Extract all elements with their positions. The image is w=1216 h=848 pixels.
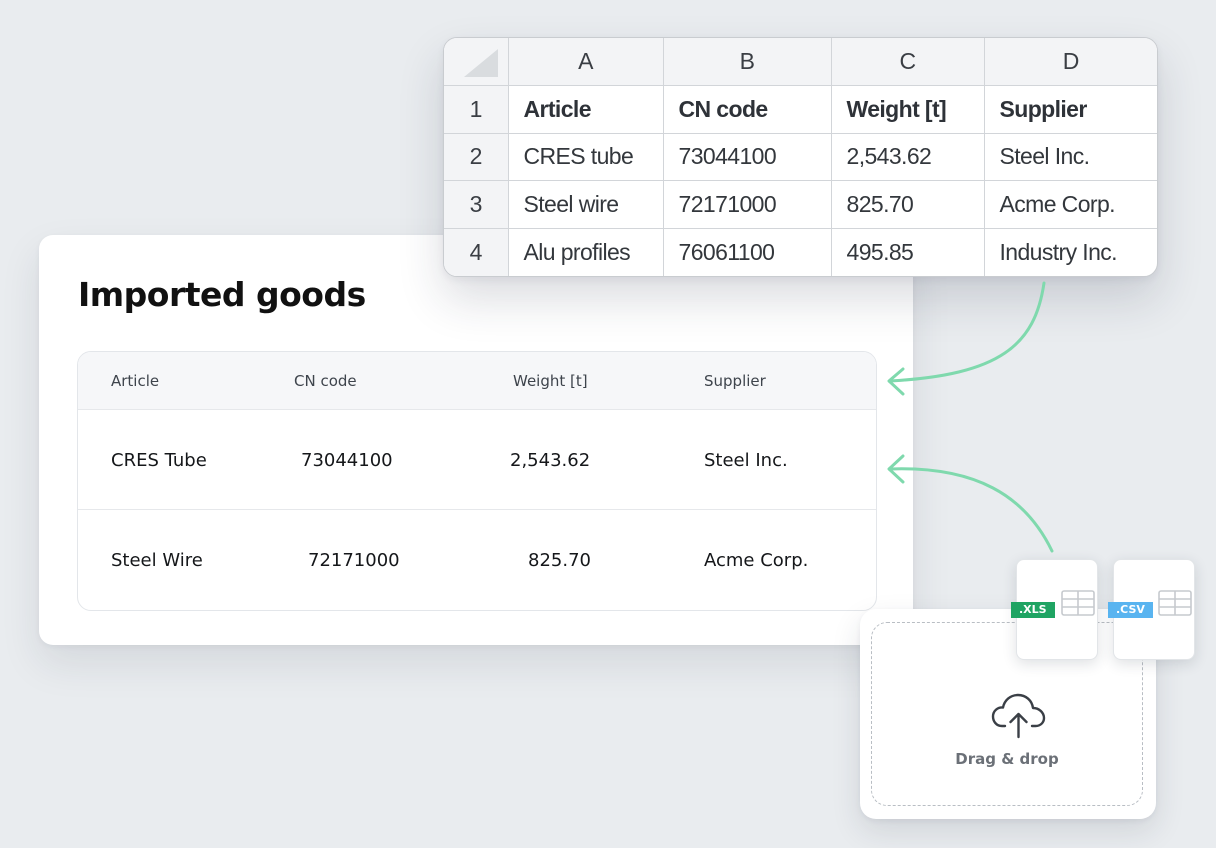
column-letter-d[interactable]: D — [984, 38, 1157, 86]
spreadsheet-icon — [1158, 590, 1192, 616]
cloud-upload-icon — [991, 693, 1046, 739]
cell-weight: 825.70 — [528, 550, 591, 571]
spreadsheet-cell[interactable]: Article — [508, 85, 664, 134]
cell-supplier: Steel Inc. — [704, 450, 788, 471]
drag-and-drop-label: Drag & drop — [955, 750, 1059, 768]
goods-table: Article CN code Weight [t] Supplier CRES… — [77, 351, 877, 611]
spreadsheet-grid: A B C D 1 Article CN code Weight [t] Sup… — [444, 38, 1157, 276]
spreadsheet-cell[interactable]: CN code — [663, 85, 832, 134]
cell-cn-code: 72171000 — [308, 550, 400, 571]
column-letter-b[interactable]: B — [663, 38, 832, 86]
spreadsheet-row: 1 Article CN code Weight [t] Supplier — [444, 85, 1157, 134]
spreadsheet-cell[interactable]: 73044100 — [663, 133, 832, 182]
spreadsheet-row: 2 CRES tube 73044100 2,543.62 Steel Inc. — [444, 133, 1157, 182]
cell-weight: 2,543.62 — [510, 450, 591, 471]
arrow-from-upload — [888, 467, 1054, 553]
row-number[interactable]: 1 — [444, 85, 509, 134]
column-header-article: Article — [111, 372, 160, 390]
xls-badge: .XLS — [1011, 602, 1055, 618]
table-row[interactable]: Steel Wire 72171000 825.70 Acme Corp. — [78, 510, 876, 609]
table-header: Article CN code Weight [t] Supplier — [78, 352, 876, 410]
spreadsheet-row: 4 Alu profiles 76061100 495.85 Industry … — [444, 228, 1157, 276]
cell-supplier: Acme Corp. — [704, 550, 809, 571]
spreadsheet-cell[interactable]: Steel wire — [508, 180, 664, 230]
page-title: Imported goods — [78, 275, 366, 314]
spreadsheet-cell[interactable]: Weight [t] — [831, 85, 985, 134]
spreadsheet-cell[interactable]: 495.85 — [831, 228, 985, 276]
spreadsheet-cell[interactable]: 2,543.62 — [831, 133, 985, 182]
column-header-supplier: Supplier — [704, 372, 766, 390]
column-header-weight: Weight [t] — [513, 372, 588, 390]
spreadsheet-cell[interactable]: 825.70 — [831, 180, 985, 230]
spreadsheet-column-header-row: A B C D — [444, 38, 1157, 86]
spreadsheet-icon — [1061, 590, 1095, 616]
xls-file[interactable]: .XLS — [1011, 559, 1098, 660]
cell-article: Steel Wire — [111, 550, 203, 571]
cell-cn-code: 73044100 — [301, 450, 393, 471]
cell-article: CRES Tube — [111, 450, 207, 471]
upload-widget[interactable]: Drag & drop — [860, 609, 1156, 819]
row-number[interactable]: 2 — [444, 133, 509, 182]
spreadsheet-cell[interactable]: Supplier — [984, 85, 1157, 134]
column-header-cn-code: CN code — [294, 372, 357, 390]
row-number[interactable]: 3 — [444, 180, 509, 230]
spreadsheet-cell[interactable]: CRES tube — [508, 133, 664, 182]
spreadsheet: A B C D 1 Article CN code Weight [t] Sup… — [443, 37, 1158, 277]
spreadsheet-cell[interactable]: Steel Inc. — [984, 133, 1157, 182]
row-number[interactable]: 4 — [444, 228, 509, 276]
spreadsheet-cell[interactable]: Alu profiles — [508, 228, 664, 276]
table-row[interactable]: CRES Tube 73044100 2,543.62 Steel Inc. — [78, 410, 876, 510]
column-letter-a[interactable]: A — [508, 38, 664, 86]
spreadsheet-cell[interactable]: Acme Corp. — [984, 180, 1157, 230]
spreadsheet-cell[interactable]: 76061100 — [663, 228, 832, 276]
csv-badge: .CSV — [1108, 602, 1153, 618]
arrow-from-spreadsheet — [888, 281, 1046, 383]
imported-goods-card: Imported goods Article CN code Weight [t… — [39, 235, 913, 645]
csv-file[interactable]: .CSV — [1108, 559, 1195, 660]
drop-zone[interactable]: Drag & drop — [871, 622, 1143, 806]
spreadsheet-row: 3 Steel wire 72171000 825.70 Acme Corp. — [444, 180, 1157, 230]
column-letter-c[interactable]: C — [831, 38, 985, 86]
spreadsheet-cell[interactable]: 72171000 — [663, 180, 832, 230]
spreadsheet-cell[interactable]: Industry Inc. — [999, 239, 1118, 266]
select-all-corner[interactable] — [444, 38, 509, 86]
